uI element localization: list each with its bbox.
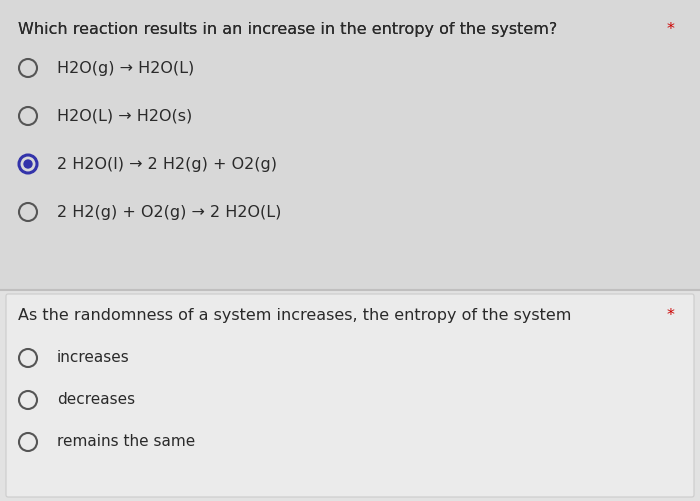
Text: 2 H2O(l) → 2 H2(g) + O2(g): 2 H2O(l) → 2 H2(g) + O2(g) bbox=[57, 156, 277, 171]
Text: H2O(L) → H2O(s): H2O(L) → H2O(s) bbox=[57, 109, 192, 124]
Bar bbox=[0, 290, 700, 501]
Text: Which reaction results in an increase in the entropy of the system?: Which reaction results in an increase in… bbox=[18, 22, 562, 37]
Text: As the randomness of a system increases, the entropy of the system: As the randomness of a system increases,… bbox=[18, 308, 571, 323]
Text: *: * bbox=[667, 308, 675, 323]
Text: decreases: decreases bbox=[57, 392, 135, 407]
Text: increases: increases bbox=[57, 351, 130, 366]
FancyBboxPatch shape bbox=[6, 294, 694, 497]
Text: remains the same: remains the same bbox=[57, 434, 195, 449]
Text: 2 H2(g) + O2(g) → 2 H2O(L): 2 H2(g) + O2(g) → 2 H2O(L) bbox=[57, 204, 281, 219]
Text: H2O(g) → H2O(L): H2O(g) → H2O(L) bbox=[57, 61, 195, 76]
Text: Which reaction results in an increase in the entropy of the system?  *: Which reaction results in an increase in… bbox=[18, 22, 575, 37]
Text: Which reaction results in an increase in the entropy of the system?: Which reaction results in an increase in… bbox=[18, 22, 557, 37]
Circle shape bbox=[23, 159, 33, 169]
Bar bbox=[0, 0, 700, 290]
Text: *: * bbox=[667, 22, 675, 37]
